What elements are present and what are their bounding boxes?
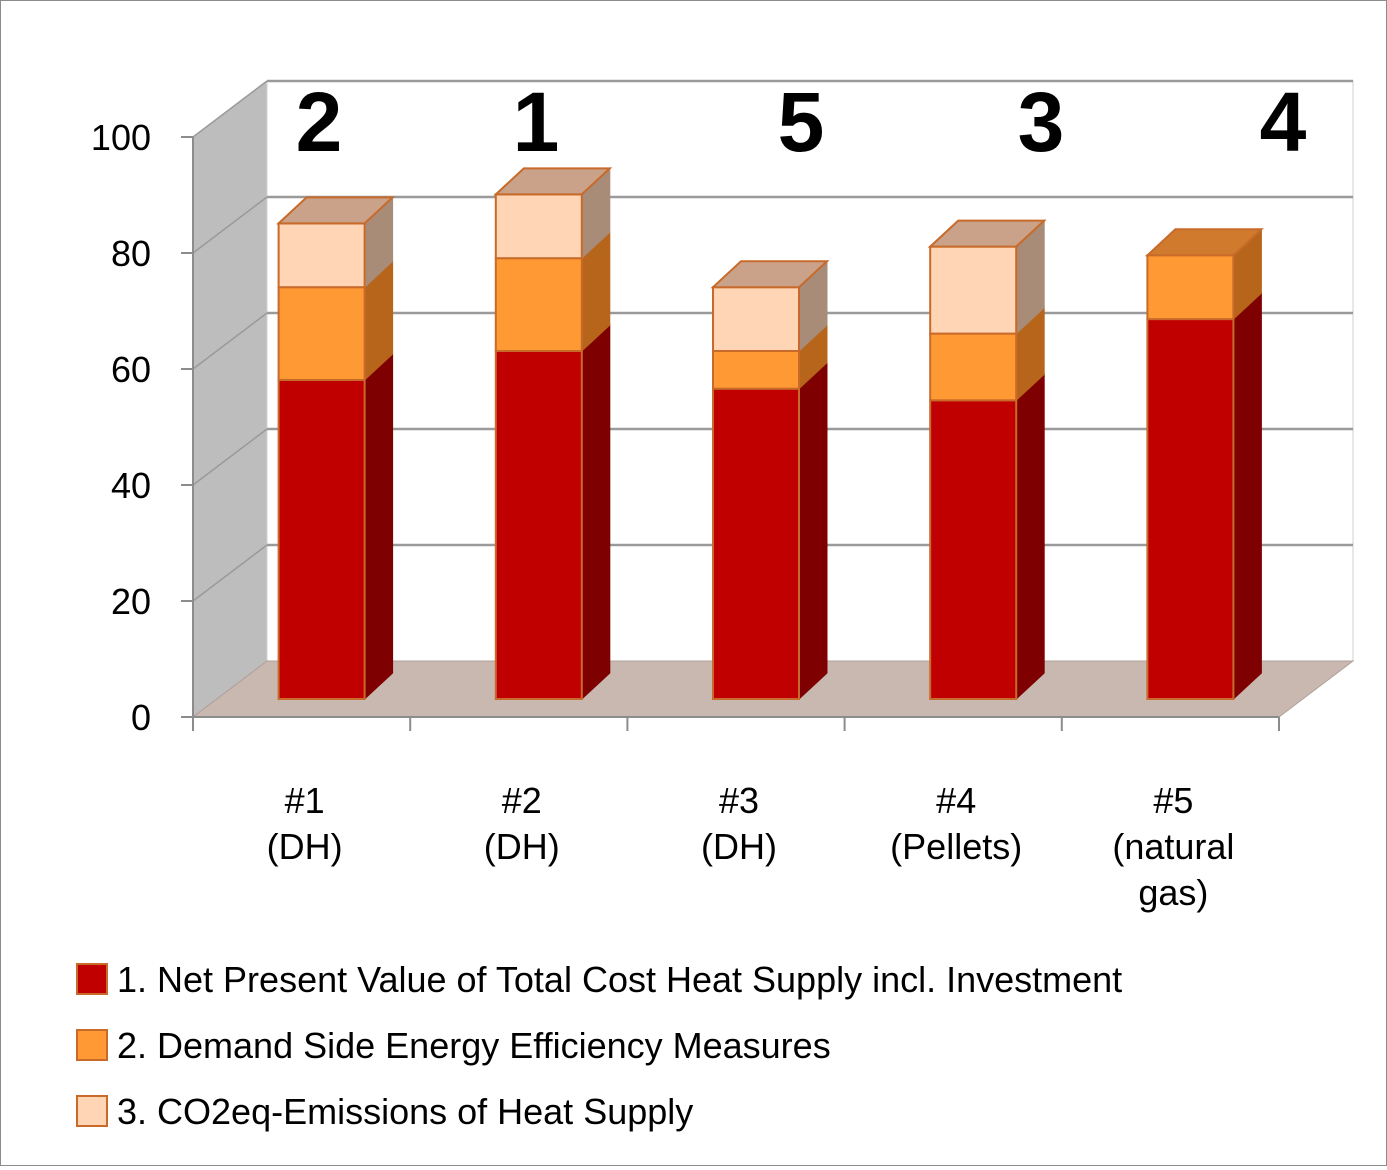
bar-stack	[276, 196, 396, 701]
bar-segment	[712, 387, 800, 700]
bar-stack	[710, 260, 830, 701]
x-tick-label: #3 (DH)	[701, 780, 777, 867]
bar-side	[1232, 291, 1262, 701]
side-wall	[192, 79, 268, 719]
bar-segment	[494, 350, 583, 700]
bar-segment	[929, 245, 1018, 335]
y-tick-labels: 0 20 40 60 80 100	[91, 117, 151, 738]
legend-swatch	[76, 1095, 108, 1127]
bar-segment	[712, 350, 800, 390]
bar-segment	[1146, 254, 1235, 321]
gridline-side	[192, 428, 268, 486]
legend-label: 1. Net Present Value of Total Cost Heat …	[117, 959, 1122, 1000]
y-tick-label: 100	[91, 117, 151, 158]
rank-label: 4	[1260, 75, 1307, 169]
bar-top	[927, 219, 1047, 248]
bar-top	[1144, 228, 1264, 257]
x-tick-label: #2 (DH)	[484, 780, 560, 867]
bar-segment	[929, 399, 1018, 700]
x-tick-label: #4 (Pellets)	[890, 780, 1022, 867]
y-tick-label: 0	[131, 697, 151, 738]
gridline-side	[192, 196, 268, 254]
legend-label: 2. Demand Side Energy Efficiency Measure…	[117, 1025, 831, 1066]
bar-stack	[927, 219, 1047, 701]
y-tick-label: 60	[111, 349, 151, 390]
rank-label: 3	[1018, 75, 1065, 169]
y-tick-label: 20	[111, 581, 151, 622]
bar-segment	[494, 257, 583, 353]
gridline-side	[192, 312, 268, 370]
bar-segment	[494, 193, 583, 260]
rank-label: 2	[296, 75, 343, 169]
bar-side	[798, 361, 828, 701]
rank-label: 5	[778, 75, 825, 169]
gridline-side	[192, 80, 268, 138]
bar-top	[710, 260, 830, 289]
bar-segment	[1146, 318, 1235, 700]
bar-top	[276, 196, 396, 225]
y-tick-label: 40	[111, 465, 151, 506]
bar-top	[493, 167, 613, 196]
bar-stack	[1144, 228, 1264, 701]
x-tick-label: #5 (natural gas)	[1112, 780, 1234, 913]
legend-swatch	[76, 963, 108, 995]
x-tick-labels: #1 (DH) #2 (DH) #3 (DH) #4 (Pellets) #5 (natural g…	[267, 780, 1235, 913]
legend-label: 3. CO2eq-Emissions of Heat Supply	[117, 1091, 693, 1132]
bar-segment	[712, 286, 800, 353]
bars	[276, 167, 1264, 701]
bar-side	[364, 352, 394, 701]
rank-labels: 2 1 5 3 4	[296, 75, 1307, 169]
bar-side	[581, 323, 611, 701]
rank-label: 1	[513, 75, 560, 169]
bar-segment	[277, 222, 366, 289]
bar-segment	[929, 332, 1018, 402]
bar-segment	[277, 379, 366, 700]
bar-stack	[493, 167, 613, 701]
x-tick-label: #1 (DH)	[267, 780, 343, 867]
legend: 1. Net Present Value of Total Cost Heat …	[76, 959, 1122, 1132]
bar-side	[1015, 373, 1045, 701]
legend-swatch	[76, 1029, 108, 1061]
gridline-side	[192, 544, 268, 602]
axes	[181, 136, 1280, 731]
y-tick-label: 80	[111, 233, 151, 274]
bar-segment	[277, 286, 366, 382]
